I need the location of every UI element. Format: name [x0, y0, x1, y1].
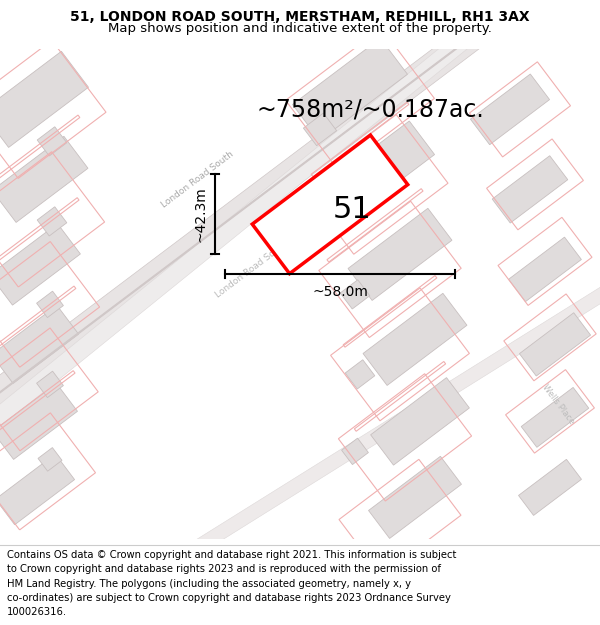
Text: Wells Place: Wells Place	[540, 382, 576, 426]
Text: to Crown copyright and database rights 2023 and is reproduced with the permissio: to Crown copyright and database rights 2…	[7, 564, 441, 574]
Polygon shape	[341, 438, 368, 464]
Text: co-ordinates) are subject to Crown copyright and database rights 2023 Ordnance S: co-ordinates) are subject to Crown copyr…	[7, 593, 451, 603]
Polygon shape	[0, 136, 88, 222]
Polygon shape	[363, 293, 467, 386]
Text: HM Land Registry. The polygons (including the associated geometry, namely x, y: HM Land Registry. The polygons (includin…	[7, 579, 411, 589]
Polygon shape	[0, 383, 77, 459]
Polygon shape	[37, 127, 67, 156]
Polygon shape	[145, 95, 600, 584]
Polygon shape	[509, 237, 581, 302]
Polygon shape	[37, 291, 64, 318]
Polygon shape	[0, 51, 88, 148]
Text: Map shows position and indicative extent of the property.: Map shows position and indicative extent…	[108, 22, 492, 35]
Polygon shape	[345, 360, 375, 389]
Polygon shape	[520, 312, 590, 376]
Polygon shape	[37, 371, 64, 398]
Text: ~58.0m: ~58.0m	[312, 286, 368, 299]
Polygon shape	[325, 121, 434, 218]
Polygon shape	[323, 198, 356, 231]
Text: Contains OS data © Crown copyright and database right 2021. This information is : Contains OS data © Crown copyright and d…	[7, 550, 457, 560]
Text: ~758m²/~0.187ac.: ~758m²/~0.187ac.	[256, 98, 484, 121]
Text: 100026316.: 100026316.	[7, 607, 67, 617]
Text: London Road South: London Road South	[160, 149, 236, 209]
Polygon shape	[340, 280, 370, 309]
Polygon shape	[0, 12, 498, 576]
Polygon shape	[304, 113, 337, 146]
Text: ~42.3m: ~42.3m	[194, 186, 208, 242]
Polygon shape	[0, 23, 490, 566]
Polygon shape	[252, 135, 408, 274]
Text: 51: 51	[332, 195, 371, 224]
Polygon shape	[38, 448, 62, 471]
Polygon shape	[37, 207, 67, 236]
Polygon shape	[470, 74, 550, 145]
Polygon shape	[521, 388, 589, 448]
Polygon shape	[293, 38, 407, 141]
Polygon shape	[0, 306, 79, 383]
Polygon shape	[368, 456, 461, 538]
Polygon shape	[371, 378, 469, 465]
Text: 51, LONDON ROAD SOUTH, MERSTHAM, REDHILL, RH1 3AX: 51, LONDON ROAD SOUTH, MERSTHAM, REDHILL…	[70, 10, 530, 24]
Text: London Road South: London Road South	[214, 239, 290, 299]
Polygon shape	[0, 224, 80, 305]
Polygon shape	[348, 208, 452, 301]
Polygon shape	[518, 459, 581, 516]
Polygon shape	[492, 156, 568, 223]
Polygon shape	[0, 0, 586, 519]
Polygon shape	[0, 454, 74, 525]
